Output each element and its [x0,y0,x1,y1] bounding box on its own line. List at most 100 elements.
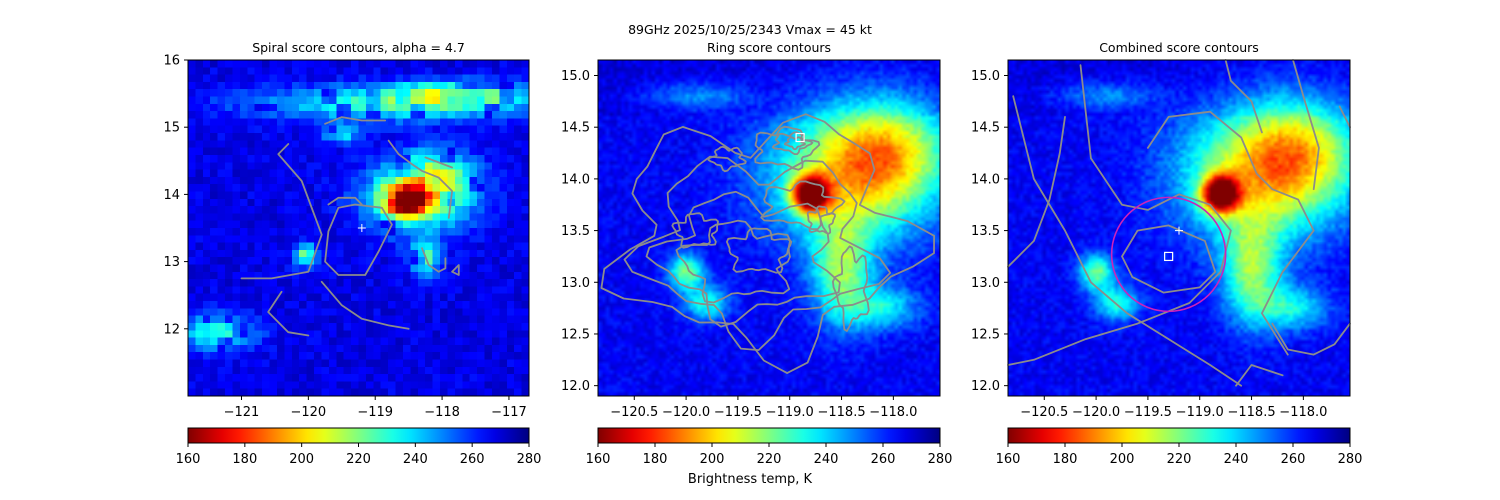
contour-line [424,156,454,169]
contour-line [267,290,310,337]
brightness-temp-image [598,60,940,396]
colorbar-tick-label: 280 [1338,452,1363,467]
y-tick-label: 13.0 [561,276,590,291]
axes-frame [187,59,530,397]
contour-line [1292,59,1320,191]
x-tick-label: −119.0 [766,405,814,420]
contour-line [240,143,323,280]
contour-line [832,245,870,332]
contour-line [806,205,836,235]
colorbar-tick-label: 280 [928,452,953,467]
contour-line [623,155,892,352]
x-tick-label: −120.0 [1072,405,1120,420]
x-tick-label: −118.0 [1279,405,1327,420]
colorbar-gradient [597,427,941,444]
y-tick-label: 14.0 [561,172,590,187]
colorbar-tick-label: 200 [1110,452,1135,467]
square-marker [795,132,805,143]
contour-line [754,125,821,171]
y-tick-label: 14 [163,188,180,203]
panel-title: Ring score contours [707,40,831,55]
contour-lines [1007,59,1351,387]
panel-title: Spiral score contours, alpha = 4.7 [252,40,465,55]
colorbar-tick-label: 180 [232,452,257,467]
colorbar-tick-label: 280 [517,452,542,467]
x-tick-label: −118 [424,405,460,420]
colorbar-tick-label: 160 [176,452,201,467]
center-circle [1110,196,1227,313]
x-tick-label: −120 [290,405,326,420]
contour-line [1147,110,1315,356]
y-tick-label: 13 [163,255,180,270]
colorbar-tick-label: 160 [586,452,611,467]
x-tick-label: −120.5 [610,405,658,420]
x-tick-label: −118.0 [869,405,917,420]
contour-line [324,116,387,125]
contour-line [320,280,410,330]
colorbar-tick-label: 220 [1167,452,1192,467]
panel-title: Combined score contours [1099,40,1259,55]
y-tick-label: 12.5 [971,327,1000,342]
x-tick-label: −120.0 [662,405,710,420]
y-tick-label: 14.5 [561,121,590,136]
x-tick-label: −120.5 [1020,405,1068,420]
panel-2: Ring score contours −120.5 −120.0 −119.5 −11… [561,40,941,420]
contour-line [784,136,806,151]
contour-line [760,180,846,231]
contour-line [1007,116,1066,268]
contour-line [675,219,791,304]
contour-line [1012,95,1243,387]
y-tick-label: 13.5 [971,224,1000,239]
x-tick-label: −119.0 [1176,405,1224,420]
contour-line [707,145,747,173]
colorbar-tick-label: 200 [289,452,314,467]
contour-line [421,247,447,273]
contour-line [1224,59,1263,134]
panel-3: Combined score contours −120.5 −120.0 −119.… [971,40,1351,420]
contour-line [451,264,460,276]
y-tick-label: 14.0 [971,172,1000,187]
center-plus-marker [1175,226,1183,235]
x-tick-label: −119.5 [1124,405,1172,420]
contour-lines [600,113,935,375]
colorbar-tick-label: 260 [1281,452,1306,467]
contour-line [645,190,841,328]
y-tick-label: 12 [163,322,180,337]
panel-1: Spiral score contours, alpha = 4.7 −121 −1… [163,40,530,420]
colorbar-3: 160 180 200 220 240 260 280 [996,427,1363,467]
y-tick-label: 13.5 [561,224,590,239]
y-tick-label: 16 [163,54,180,69]
colorbar-tick-label: 260 [460,452,485,467]
x-tick-label: −119 [357,405,393,420]
x-tick-label: −119.5 [714,405,762,420]
contour-line [324,203,393,276]
colorbar-label: Brightness temp, K [687,472,813,487]
contour-line [327,196,363,206]
y-tick-label: 15.0 [971,69,1000,84]
contour-lines [240,116,460,337]
colorbar-tick-label: 240 [814,452,839,467]
colorbar-tick-label: 220 [757,452,782,467]
contour-line [1338,105,1351,129]
y-tick-label: 12.5 [561,327,590,342]
colorbar-gradient [1007,427,1351,444]
y-tick-label: 15 [163,121,180,136]
colorbar-tick-label: 180 [1053,452,1078,467]
x-tick-label: −117 [491,405,527,420]
center-plus-marker [357,224,366,232]
colorbar-tick-label: 240 [403,452,428,467]
colorbar-2: 160 180 200 220 240 260 280 [586,427,953,467]
colorbar-tick-label: 160 [996,452,1021,467]
contour-line [1121,224,1217,294]
contour-line [1271,322,1351,356]
x-tick-label: −118.5 [817,405,865,420]
figure-suptitle: 89GHz 2025/10/25/2343 Vmax = 45 kt [628,22,872,37]
colorbar-tick-label: 180 [643,452,668,467]
colorbar-tick-label: 220 [346,452,371,467]
y-tick-label: 12.0 [561,379,590,394]
colorbar-tick-label: 240 [1224,452,1249,467]
y-tick-label: 13.0 [971,276,1000,291]
contour-line [1235,364,1284,387]
square-marker [1164,251,1174,262]
